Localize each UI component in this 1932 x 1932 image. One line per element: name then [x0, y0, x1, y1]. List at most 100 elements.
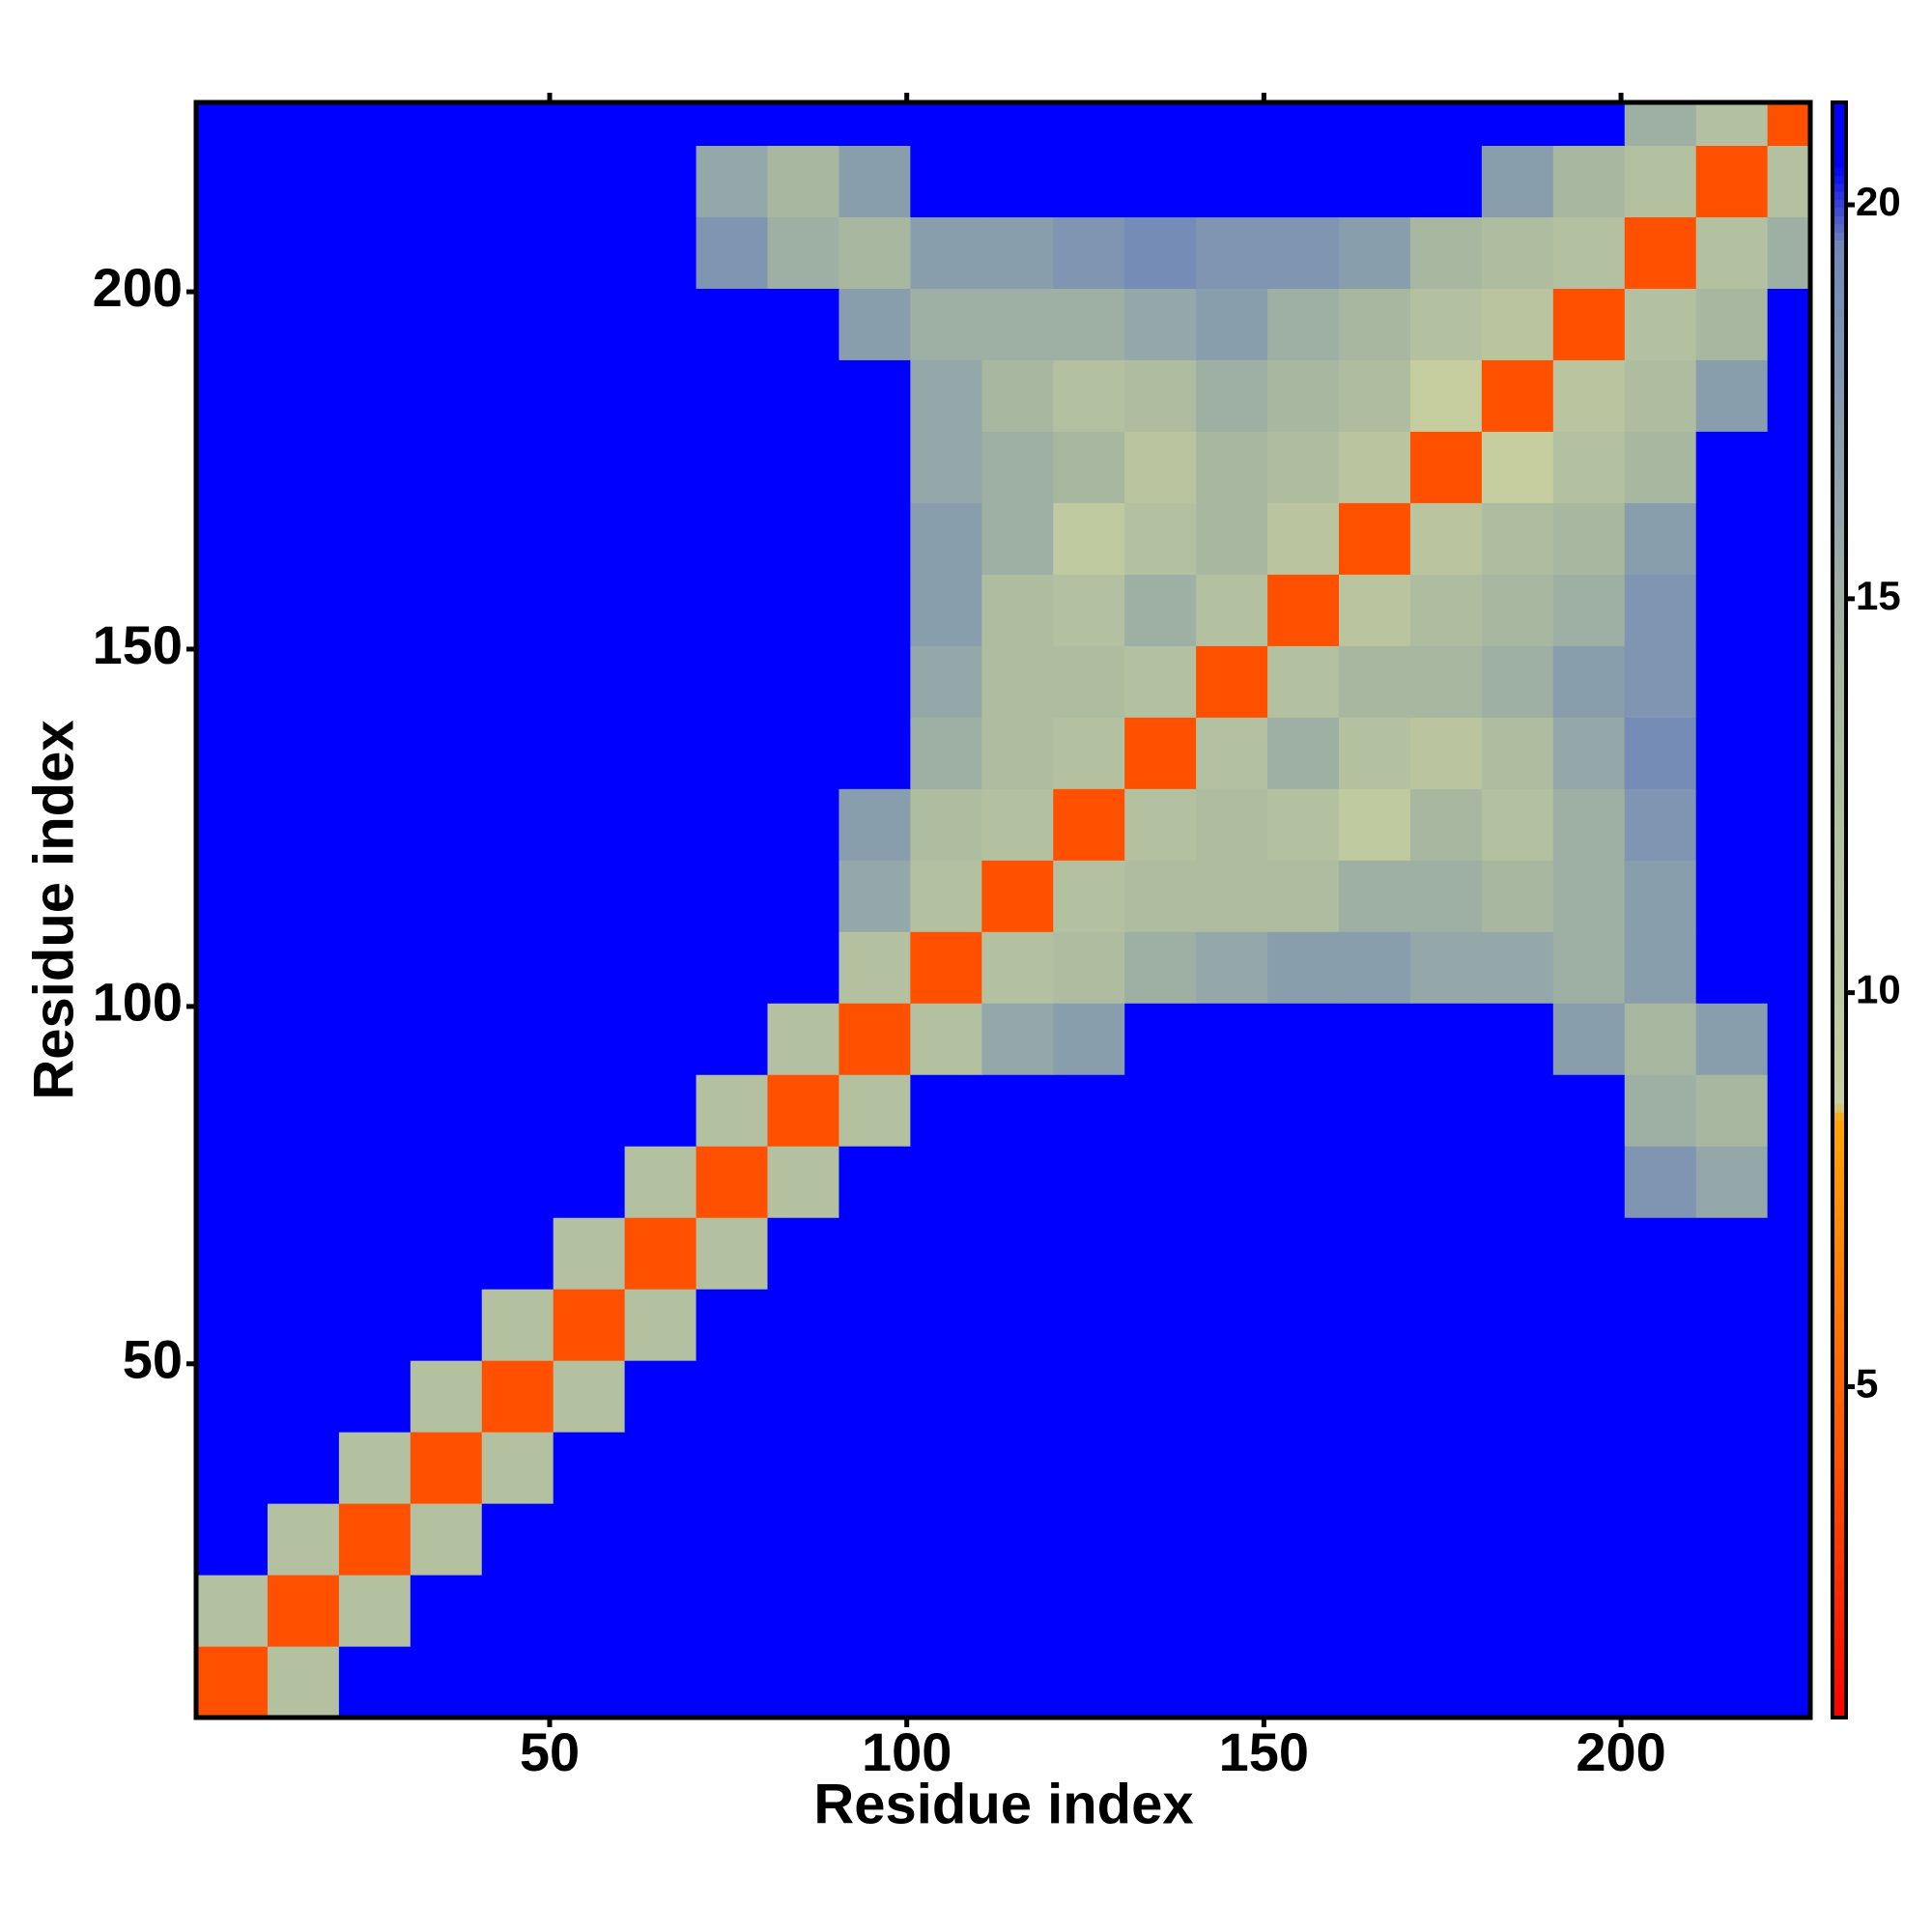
heatmap-cell [267, 860, 340, 932]
heatmap-cell [1124, 788, 1197, 861]
heatmap-cell [838, 145, 911, 217]
colorbar-segment [1833, 1192, 1846, 1202]
heatmap-cell [410, 645, 483, 718]
heatmap-cell [1053, 145, 1125, 217]
colorbar-segment [1833, 1176, 1846, 1186]
heatmap-cell [481, 931, 554, 1004]
heatmap-cell [1053, 502, 1125, 575]
colorbar-segment [1833, 522, 1846, 531]
heatmap-cell [410, 1289, 483, 1361]
heatmap-cell [1481, 1646, 1554, 1719]
heatmap-cell [1339, 1646, 1411, 1719]
heatmap-cell [624, 1217, 697, 1290]
heatmap-cell [1409, 1503, 1483, 1576]
heatmap-cell [624, 1003, 697, 1075]
heatmap-cell [410, 717, 483, 789]
heatmap-cell [196, 645, 269, 718]
heatmap-cell [1767, 931, 1811, 1004]
heatmap-cell [1624, 717, 1697, 789]
heatmap-cell [624, 1575, 697, 1647]
colorbar-segment [1833, 683, 1846, 694]
heatmap-cell [624, 1432, 697, 1504]
y-axis-title: Residue index [22, 720, 85, 1099]
heatmap-cell [481, 145, 554, 217]
heatmap-cell [910, 645, 982, 718]
heatmap-cell [338, 931, 412, 1004]
colorbar-segment [1833, 441, 1846, 451]
colorbar-segment [1833, 570, 1846, 581]
heatmap-cell [1409, 1289, 1483, 1361]
colorbar-segment [1833, 950, 1846, 959]
colorbar-segment [1833, 1289, 1846, 1299]
heatmap-cell [1267, 1289, 1340, 1361]
heatmap-cell [1767, 216, 1811, 289]
heatmap-cell [1053, 216, 1125, 289]
heatmap-cell [338, 1003, 412, 1075]
heatmap-cell [696, 102, 769, 146]
heatmap-cell [1124, 1217, 1197, 1290]
colorbar-segment [1833, 1507, 1846, 1517]
colorbar-segment [1833, 288, 1846, 298]
heatmap-cell [481, 1146, 554, 1218]
heatmap-cell [767, 502, 840, 575]
heatmap-cell [267, 931, 340, 1004]
heatmap-cell [1695, 1432, 1769, 1504]
heatmap-cell [196, 1289, 269, 1361]
heatmap-cell [1124, 1575, 1197, 1647]
heatmap-cell [838, 1360, 911, 1433]
colorbar-segment [1833, 619, 1846, 629]
colorbar-segment [1833, 934, 1846, 944]
heatmap-cell [338, 1575, 412, 1647]
heatmap-cell [553, 1146, 626, 1218]
colorbar-segment [1833, 142, 1846, 152]
heatmap-cell [1339, 502, 1411, 575]
heatmap-cell [910, 502, 982, 575]
heatmap-cell [196, 1146, 269, 1218]
heatmap-cell [267, 1146, 340, 1218]
colorbar-segment [1833, 401, 1846, 411]
heatmap-cell [1552, 102, 1626, 146]
heatmap-cell [196, 288, 269, 360]
heatmap-cell [553, 1289, 626, 1361]
heatmap-cell [1053, 645, 1125, 718]
heatmap-cell [910, 574, 982, 646]
colorbar-segment [1833, 958, 1846, 968]
heatmap-cell [838, 717, 911, 789]
heatmap-cell [1053, 1360, 1125, 1433]
heatmap-cell [1196, 1575, 1268, 1647]
colorbar-segment [1833, 829, 1846, 838]
heatmap-cell [1053, 1146, 1125, 1218]
heatmap-cell [1124, 359, 1197, 432]
heatmap-cell [410, 574, 483, 646]
heatmap-cell [1124, 1289, 1197, 1361]
heatmap-cell [1409, 216, 1483, 289]
colorbar-segment [1833, 692, 1846, 701]
heatmap-cell [981, 645, 1054, 718]
heatmap-cell [481, 102, 554, 146]
colorbar-segment [1833, 1225, 1846, 1235]
colorbar-segment [1833, 1362, 1846, 1372]
heatmap-cell [696, 145, 769, 217]
colorbar-segment [1833, 1127, 1846, 1137]
heatmap-cell [1339, 102, 1411, 146]
heatmap-cell [1695, 1360, 1769, 1433]
heatmap-cell [196, 1575, 269, 1647]
heatmap-cell [767, 216, 840, 289]
heatmap-cell [338, 1360, 412, 1433]
heatmap-cell [267, 1217, 340, 1290]
heatmap-cell [767, 431, 840, 503]
heatmap-cell [267, 216, 340, 289]
x-tick-label: 100 [862, 1721, 952, 1782]
heatmap-cell [338, 431, 412, 503]
heatmap-cell [838, 431, 911, 503]
colorbar-segment [1833, 1071, 1846, 1081]
heatmap-cell [553, 1003, 626, 1075]
heatmap-cell [1409, 860, 1483, 932]
heatmap-cell [1552, 1217, 1626, 1290]
colorbar-segment [1833, 1418, 1846, 1428]
colorbar-segment [1833, 942, 1846, 952]
heatmap-cell [1196, 1003, 1268, 1075]
heatmap-cell [838, 931, 911, 1004]
colorbar-segment [1833, 1629, 1846, 1638]
heatmap-cell [267, 1289, 340, 1361]
